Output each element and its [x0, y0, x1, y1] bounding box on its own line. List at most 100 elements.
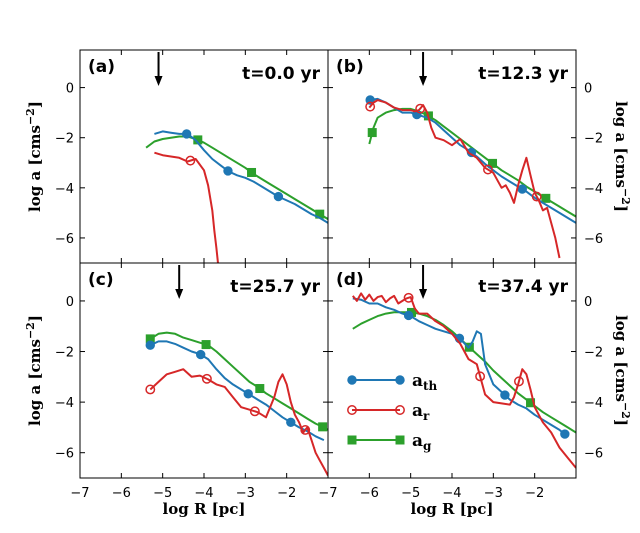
panel-d-ytick-label-3: 0	[584, 295, 592, 310]
panel-c-a_th-marker-3	[286, 417, 296, 428]
panel-d-xtick-label-4: −3	[484, 486, 503, 501]
panel-c-a_r-marker-0	[145, 384, 156, 395]
panel-b-a_g-marker-2	[488, 158, 498, 168]
panel-c-xtick-label-4: −3	[236, 486, 255, 501]
panel-b-plot	[365, 95, 576, 259]
panel-d-a_r-marker-1	[475, 371, 486, 382]
panel-b-ytick-label-1: −4	[584, 182, 603, 197]
panel-b-a_th-marker-3	[517, 184, 527, 194]
panel-c-arrow-head	[175, 289, 184, 299]
panel-b-a_r-marker-1	[415, 103, 426, 114]
panel-d-a_g-line	[352, 311, 576, 434]
panel-c-a_th-line	[149, 340, 325, 442]
panel-c-a_th-marker-2	[243, 389, 253, 399]
panel-c-ytick-label-3: 0	[66, 295, 74, 310]
panel-d-plot	[352, 292, 576, 469]
panel-a-a_g-marker-0	[193, 135, 203, 145]
legend-a_g-label: ag	[412, 431, 432, 453]
legend-a_th-marker-left	[347, 375, 357, 385]
panel-d-xtick-label-5: −2	[525, 486, 544, 501]
legend-a_r-marker-right	[395, 405, 405, 415]
panel-d-ytick-label-0: −6	[584, 447, 603, 462]
panel-c-ytick-label-2: −2	[55, 346, 74, 361]
panel-c-xtick-label-1: −6	[112, 486, 131, 501]
panel-b-a_th-marker-0	[365, 95, 375, 105]
panel-d-a_th-marker-0	[403, 310, 414, 321]
panel-b-a_r-marker-3	[531, 191, 542, 202]
panel-c-a_g-line	[149, 331, 328, 431]
legend: ath ar ag	[347, 371, 438, 453]
panel-a-a_th-line	[154, 130, 328, 224]
legend-a_g-marker-right	[395, 435, 405, 445]
ylabel-bottom-right: log a [cms−2]	[612, 315, 632, 426]
panel-b-a_r-marker-0	[365, 101, 376, 112]
panel-a-ytick-label-1: −4	[55, 182, 74, 197]
panel-c-a_g-marker-0	[145, 334, 155, 344]
panel-c-a_g-marker-1	[201, 340, 211, 350]
panel-a-a_th-marker-0	[181, 129, 192, 139]
panel-b-a_th-line	[369, 97, 576, 224]
panel-c-label: (c)	[88, 270, 114, 290]
panel-c-arrow	[175, 265, 184, 299]
panel-c-plot	[145, 331, 328, 476]
panel-b-arrow	[419, 52, 428, 86]
panel-a-label: (a)	[88, 57, 115, 77]
panel-a-a_r-line	[154, 151, 219, 263]
panel-d-ytick-label-1: −4	[584, 396, 603, 411]
panel-d-label: (d)	[336, 270, 364, 290]
legend-a_r-marker-left	[347, 405, 357, 415]
panel-b-a_r-marker-2	[483, 164, 493, 175]
legend-a_th-label: ath	[412, 371, 438, 393]
panel-a-a_g-line	[145, 135, 328, 220]
panel-c-a_r-marker-2	[249, 406, 260, 417]
panel-d-xtick-label-2: −5	[401, 486, 420, 501]
panel-c-a_r-marker-1	[201, 373, 212, 384]
panel-d-xtick-label-3: −4	[442, 486, 461, 501]
panel-a-time: t=0.0 yr	[242, 64, 320, 84]
panel-d-a_g-marker-2	[526, 398, 536, 408]
panel-d-a_r-marker-0	[403, 292, 414, 303]
panel-a-arrow-head	[154, 76, 163, 86]
panel-c-a_r-line	[149, 368, 328, 476]
panel-c-a_th-marker-0	[145, 340, 155, 350]
panel-c-xtick-label-0: −7	[70, 486, 89, 501]
panel-d-a_th-line	[352, 297, 569, 438]
panels-layer	[145, 95, 576, 476]
legend-a_g-marker-left	[347, 435, 357, 445]
panel-d-ytick-label-2: −2	[584, 346, 603, 361]
xlabel-right: log R [pc]	[411, 500, 494, 518]
panel-b-a_g-marker-3	[541, 193, 551, 203]
panel-a-ytick-label-2: −2	[55, 132, 74, 147]
panel-c-a_g-marker-3	[318, 422, 328, 432]
xlabel-left: log R [pc]	[163, 500, 246, 518]
panel-c-xtick-label-5: −2	[277, 486, 296, 501]
panel-c-xtick-label-3: −4	[194, 486, 213, 501]
panel-a-a_g-marker-1	[247, 167, 257, 177]
panel-c-ytick-label-0: −6	[55, 447, 74, 462]
panel-d-a_r-marker-2	[514, 376, 524, 387]
panel-c-xtick-label-end: −7	[318, 486, 337, 501]
panel-a-arrow	[154, 52, 163, 86]
panel-b-ytick-label-0: −6	[584, 232, 603, 247]
panel-c-ytick-label-1: −4	[55, 396, 74, 411]
panel-d-a_th-marker-2	[500, 390, 510, 400]
panel-d-xtick-label-1: −6	[360, 486, 379, 501]
panel-d-arrow-head	[419, 289, 428, 299]
legend-a_th-marker-right	[395, 375, 405, 385]
panel-c-time: t=25.7 yr	[230, 277, 320, 297]
panel-b-a_r-line	[368, 99, 561, 259]
panel-c-xtick-label-2: −5	[153, 486, 172, 501]
panel-b-ytick-label-2: −2	[584, 132, 603, 147]
panel-a-a_g-marker-2	[315, 209, 325, 219]
panel-a-plot	[145, 129, 328, 263]
ylabel-top-left: log a [cms−2]	[24, 101, 44, 212]
panel-d-a_th-marker-3	[560, 429, 570, 439]
panel-b-a_g-marker-0	[367, 128, 377, 138]
panel-a-ytick-label-3: 0	[66, 82, 74, 97]
panel-b-arrow-head	[419, 76, 428, 86]
panel-c-a_th-marker-1	[195, 349, 206, 360]
axes-layer: (a) t=0.0 yr −6 −4 −2 0 (b) t=12.3 yr −6 −4 −2 0 (c)…	[24, 49, 632, 518]
panel-c-a_r-marker-3	[300, 424, 311, 435]
ylabel-bottom-left: log a [cms−2]	[24, 315, 44, 426]
